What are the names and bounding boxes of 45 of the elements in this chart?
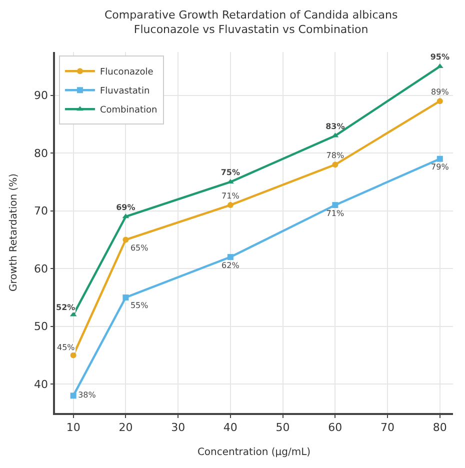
point: [436, 98, 443, 104]
y-tick-label: 40: [34, 378, 48, 391]
point: [227, 254, 234, 260]
data-label: 71%: [222, 191, 240, 200]
x-tick-label: 20: [118, 420, 133, 434]
point: [332, 202, 338, 208]
x-tick-label: 40: [223, 420, 238, 434]
x-axis-title: Concentration (μg/mL): [197, 446, 311, 458]
point: [122, 294, 129, 300]
data-label: 79%: [431, 162, 450, 172]
data-label: 78%: [326, 150, 344, 160]
point: [70, 392, 76, 399]
point: [227, 202, 234, 208]
data-label: 52%: [56, 303, 76, 312]
legend-label: Combination: [100, 106, 158, 116]
point: [70, 352, 76, 358]
chart-title: Comparative Growth Retardation of Candida albicans Fluconazole vs Fluvastatin vs Combination: [104, 8, 398, 36]
data-label: 55%: [130, 301, 149, 310]
x-tick-label: 60: [328, 420, 342, 434]
data-label: 62%: [222, 260, 240, 270]
point: [436, 156, 443, 162]
y-tick-label: 80: [34, 146, 48, 160]
y-tick-label: 50: [34, 320, 48, 334]
y-tick-label: 70: [34, 204, 48, 218]
legend-label: Fluconazole: [100, 68, 154, 78]
x-tick-label: 10: [66, 420, 80, 434]
legend-label: Fluvastatin: [100, 86, 150, 97]
data-label: 95%: [430, 52, 450, 62]
data-label: 45%: [57, 343, 76, 352]
point: [122, 236, 129, 243]
data-label: 89%: [431, 87, 450, 96]
data-label: 83%: [326, 122, 345, 131]
x-tick-label: 80: [432, 420, 447, 434]
data-label: 75%: [220, 168, 240, 178]
y-axis-title: Growth Retardation (%): [8, 173, 20, 292]
x-tick-label: 50: [276, 420, 290, 434]
x-tick-label: 30: [171, 420, 186, 434]
point: [332, 162, 338, 168]
y-tick-label: 60: [34, 262, 48, 276]
data-label: 69%: [116, 202, 136, 212]
data-label: 71%: [326, 208, 344, 218]
x-tick-label: 70: [380, 420, 395, 434]
data-label: 65%: [130, 243, 149, 252]
y-tick-label: 90: [34, 89, 48, 102]
data-label: 38%: [78, 390, 96, 400]
